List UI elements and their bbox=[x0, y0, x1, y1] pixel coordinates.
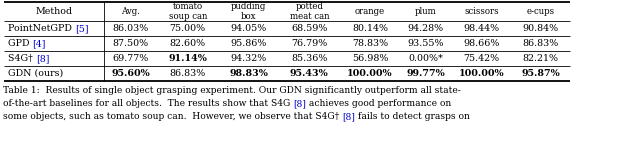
Text: 75.42%: 75.42% bbox=[463, 54, 499, 63]
Text: 94.32%: 94.32% bbox=[230, 54, 267, 63]
Text: Method: Method bbox=[36, 7, 73, 16]
Text: Table 1:  Results of single object grasping experiment. Our GDN significantly ou: Table 1: Results of single object graspi… bbox=[3, 86, 461, 95]
Text: [4]: [4] bbox=[33, 39, 46, 48]
Text: 91.14%: 91.14% bbox=[168, 54, 207, 63]
Text: 94.05%: 94.05% bbox=[230, 24, 267, 33]
Text: 86.83%: 86.83% bbox=[522, 39, 559, 48]
Text: GDN (ours): GDN (ours) bbox=[8, 69, 63, 78]
Text: 93.55%: 93.55% bbox=[408, 39, 444, 48]
Text: 98.44%: 98.44% bbox=[463, 24, 499, 33]
Text: S4G†: S4G† bbox=[8, 54, 36, 63]
Text: 95.43%: 95.43% bbox=[290, 69, 329, 78]
Text: 75.00%: 75.00% bbox=[170, 24, 206, 33]
Text: Avg.: Avg. bbox=[121, 7, 140, 16]
Text: plum: plum bbox=[415, 7, 436, 16]
Text: [5]: [5] bbox=[75, 24, 88, 33]
Text: [8]: [8] bbox=[36, 54, 49, 63]
Text: 56.98%: 56.98% bbox=[352, 54, 388, 63]
Text: 80.14%: 80.14% bbox=[352, 24, 388, 33]
Text: scissors: scissors bbox=[464, 7, 499, 16]
Text: [8]: [8] bbox=[342, 112, 355, 121]
Text: 90.84%: 90.84% bbox=[522, 24, 559, 33]
Text: 95.86%: 95.86% bbox=[230, 39, 267, 48]
Text: 85.36%: 85.36% bbox=[291, 54, 328, 63]
Text: 95.87%: 95.87% bbox=[521, 69, 560, 78]
Text: 76.79%: 76.79% bbox=[291, 39, 328, 48]
Text: some objects, such as tomato soup can.  However, we observe that S4G†: some objects, such as tomato soup can. H… bbox=[3, 112, 342, 121]
Text: orange: orange bbox=[355, 7, 385, 16]
Text: 99.77%: 99.77% bbox=[406, 69, 445, 78]
Text: GPD: GPD bbox=[8, 39, 33, 48]
Text: 68.59%: 68.59% bbox=[291, 24, 328, 33]
Text: potted
meat can: potted meat can bbox=[289, 2, 329, 21]
Text: 100.00%: 100.00% bbox=[458, 69, 504, 78]
Text: 78.83%: 78.83% bbox=[352, 39, 388, 48]
Text: 82.60%: 82.60% bbox=[170, 39, 206, 48]
Text: e-cups: e-cups bbox=[527, 7, 554, 16]
Text: 86.03%: 86.03% bbox=[113, 24, 148, 33]
Text: achieves good performance on: achieves good performance on bbox=[306, 99, 451, 108]
Text: 95.60%: 95.60% bbox=[111, 69, 150, 78]
Text: of-the-art baselines for all objects.  The results show that S4G: of-the-art baselines for all objects. Th… bbox=[3, 99, 293, 108]
Text: 69.77%: 69.77% bbox=[113, 54, 148, 63]
Text: PointNetGPD: PointNetGPD bbox=[8, 24, 75, 33]
Text: 98.66%: 98.66% bbox=[463, 39, 499, 48]
Text: 94.28%: 94.28% bbox=[408, 24, 444, 33]
Text: tomato
soup can: tomato soup can bbox=[168, 2, 207, 21]
Text: [8]: [8] bbox=[293, 99, 306, 108]
Text: 82.21%: 82.21% bbox=[522, 54, 559, 63]
Text: fails to detect grasps on: fails to detect grasps on bbox=[355, 112, 470, 121]
Text: 87.50%: 87.50% bbox=[113, 39, 148, 48]
Text: 0.00%*: 0.00%* bbox=[408, 54, 443, 63]
Text: 100.00%: 100.00% bbox=[348, 69, 393, 78]
Text: 98.83%: 98.83% bbox=[229, 69, 268, 78]
Text: 86.83%: 86.83% bbox=[170, 69, 206, 78]
Text: pudding
box: pudding box bbox=[231, 2, 266, 21]
